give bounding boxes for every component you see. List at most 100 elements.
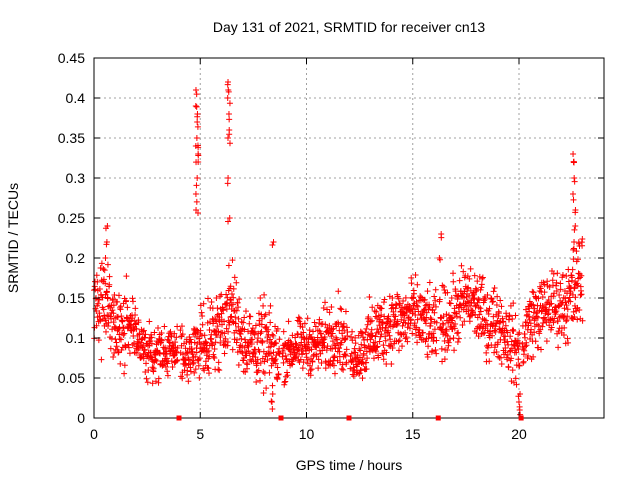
data-point: [573, 308, 580, 315]
data-point: [553, 282, 560, 289]
data-point: [550, 293, 557, 300]
data-point: [279, 350, 286, 357]
data-point: [516, 339, 523, 346]
data-point: [196, 335, 203, 342]
data-point: [322, 321, 329, 328]
data-point: [387, 336, 394, 343]
data-point: [579, 235, 586, 242]
data-point: [490, 288, 497, 295]
gap-marker: [176, 415, 182, 421]
data-point: [366, 348, 373, 355]
data-point: [497, 297, 504, 304]
data-point: [362, 344, 369, 351]
data-point: [312, 323, 319, 330]
data-point: [233, 279, 240, 286]
data-point: [548, 324, 555, 331]
data-point: [352, 334, 359, 341]
data-point: [324, 343, 331, 350]
data-point: [338, 365, 345, 372]
data-point: [102, 280, 109, 287]
data-point: [331, 354, 338, 361]
data-point: [485, 311, 492, 318]
data-point: [151, 329, 158, 336]
data-point: [502, 322, 509, 329]
data-point: [424, 353, 431, 360]
data-point: [359, 375, 366, 382]
data-point: [279, 353, 286, 360]
data-point: [360, 334, 367, 341]
data-point: [545, 297, 552, 303]
data-point: [572, 209, 579, 216]
data-point: [545, 310, 552, 317]
data-point: [153, 357, 160, 364]
data-point: [260, 389, 267, 396]
data-point: [403, 334, 410, 341]
data-point: [411, 320, 418, 327]
data-point: [230, 285, 237, 292]
data-point: [509, 315, 516, 322]
data-point: [232, 320, 239, 327]
data-point: [205, 365, 212, 372]
y-tick-label: 0: [77, 410, 85, 426]
data-point: [532, 338, 539, 345]
data-point: [195, 209, 202, 216]
data-point: [284, 372, 291, 379]
data-point: [553, 287, 560, 294]
data-point: [194, 142, 201, 149]
data-point: [211, 346, 218, 353]
data-point: [270, 332, 277, 339]
data-point: [343, 324, 350, 331]
data-point: [322, 299, 329, 306]
data-point: [402, 329, 409, 336]
data-point: [231, 274, 238, 281]
data-point: [108, 335, 115, 342]
data-point: [515, 356, 522, 363]
data-point: [234, 336, 241, 343]
data-point: [342, 335, 349, 342]
data-point: [343, 359, 350, 366]
y-tick-label: 0.05: [58, 370, 85, 386]
data-point: [194, 113, 201, 120]
data-point: [113, 343, 120, 350]
data-point: [110, 302, 117, 309]
data-point: [114, 313, 121, 320]
data-point: [516, 362, 523, 369]
data-point: [553, 279, 560, 286]
data-point: [474, 278, 481, 285]
data-point: [466, 318, 473, 325]
data-point: [427, 315, 434, 322]
data-point: [118, 313, 125, 320]
data-point: [497, 354, 504, 361]
data-point: [432, 303, 439, 310]
data-point: [423, 309, 430, 316]
data-point: [510, 327, 517, 334]
data-point: [458, 262, 465, 269]
data-point: [564, 306, 571, 313]
data-point: [579, 242, 586, 249]
data-point: [450, 278, 457, 285]
data-point: [440, 283, 447, 290]
data-point: [348, 333, 355, 340]
data-point: [523, 342, 530, 349]
data-point: [372, 313, 379, 320]
data-point: [325, 329, 332, 336]
data-point: [533, 310, 540, 317]
data-point: [171, 330, 178, 337]
data-point: [380, 351, 387, 358]
data-point: [399, 322, 406, 329]
data-point: [565, 339, 572, 346]
data-point: [251, 328, 258, 335]
data-point: [281, 379, 288, 386]
data-point: [489, 332, 496, 339]
data-point: [331, 370, 338, 377]
data-point: [328, 303, 335, 310]
y-tick-label: 0.1: [66, 330, 86, 346]
data-point: [521, 334, 528, 341]
data-point: [303, 354, 310, 361]
data-point: [539, 294, 546, 301]
data-point: [215, 359, 222, 366]
x-tick-label: 10: [299, 426, 315, 442]
data-point: [527, 320, 534, 327]
data-point: [515, 362, 522, 369]
data-point: [225, 88, 232, 95]
